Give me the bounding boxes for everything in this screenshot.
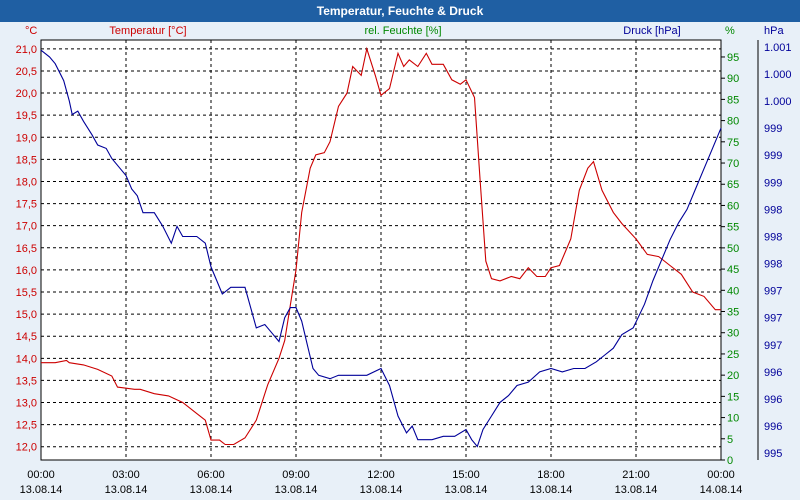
humidity-tick-label: 0 [727, 455, 733, 467]
pressure-tick-label: 1.000 [764, 96, 792, 108]
temperature-tick-label: 15,5 [16, 287, 37, 299]
temperature-tick-label: 16,5 [16, 243, 37, 255]
humidity-tick-label: 75 [727, 137, 739, 149]
humidity-tick-label: 95 [727, 52, 739, 64]
x-tick-time: 21:00 [622, 469, 650, 481]
humidity-tick-label: 65 [727, 179, 739, 191]
temperature-tick-label: 14,0 [16, 353, 37, 365]
x-tick-date: 13.08.14 [530, 484, 573, 496]
x-tick-date: 13.08.14 [445, 484, 488, 496]
x-tick-time: 12:00 [367, 469, 395, 481]
temperature-tick-label: 17,5 [16, 199, 37, 211]
pressure-tick-label: 999 [764, 150, 782, 162]
x-tick-time: 03:00 [112, 469, 140, 481]
x-tick-date: 14.08.14 [700, 484, 743, 496]
x-tick-time: 00:00 [707, 469, 735, 481]
pressure-tick-label: 995 [764, 448, 782, 460]
temperature-unit-label: °C [25, 25, 37, 37]
humidity-tick-label: 25 [727, 349, 739, 361]
humidity-tick-label: 5 [727, 434, 733, 446]
window-title: Temperatur, Feuchte & Druck [0, 0, 800, 22]
humidity-tick-label: 60 [727, 200, 739, 212]
temperature-tick-label: 18,0 [16, 176, 37, 188]
humidity-tick-label: 15 [727, 391, 739, 403]
pressure-tick-label: 998 [764, 259, 782, 271]
series-line-pressure [40, 49, 722, 448]
humidity-tick-label: 20 [727, 370, 739, 382]
pressure-tick-label: 997 [764, 340, 782, 352]
x-tick-date: 13.08.14 [360, 484, 403, 496]
pressure-tick-label: 999 [764, 123, 782, 135]
temperature-tick-label: 17,0 [16, 221, 37, 233]
x-tick-date: 13.08.14 [615, 484, 658, 496]
x-tick-time: 00:00 [27, 469, 55, 481]
temperature-tick-label: 21,0 [16, 44, 37, 56]
humidity-tick-label: 40 [727, 285, 739, 297]
temperature-tick-label: 16,0 [16, 265, 37, 277]
temperature-tick-label: 12,0 [16, 442, 37, 454]
x-tick-date: 13.08.14 [20, 484, 63, 496]
humidity-tick-label: 70 [727, 158, 739, 170]
temperature-tick-label: 20,5 [16, 66, 37, 78]
temperature-tick-label: 19,0 [16, 132, 37, 144]
pressure-tick-label: 998 [764, 204, 782, 216]
humidity-tick-label: 55 [727, 222, 739, 234]
humidity-tick-label: 50 [727, 243, 739, 255]
humidity-axis-title: rel. Feuchte [%] [364, 25, 441, 37]
x-tick-time: 06:00 [197, 469, 225, 481]
pressure-tick-label: 998 [764, 231, 782, 243]
pressure-tick-label: 997 [764, 313, 782, 325]
humidity-tick-label: 90 [727, 73, 739, 85]
pressure-tick-label: 996 [764, 367, 782, 379]
pressure-tick-label: 997 [764, 286, 782, 298]
temperature-tick-label: 19,5 [16, 110, 37, 122]
humidity-tick-label: 10 [727, 413, 739, 425]
pressure-tick-label: 999 [764, 177, 782, 189]
chart-canvas: 00:00 13.08.14 03:00 13.08.14 06:00 13.08.14 0… [16, 25, 792, 496]
temperature-tick-label: 15,0 [16, 309, 37, 321]
humidity-tick-label: 45 [727, 264, 739, 276]
series-line-temperature [41, 46, 721, 446]
humidity-tick-label: 80 [727, 116, 739, 128]
temperature-tick-label: 13,5 [16, 375, 37, 387]
temperature-tick-label: 18,5 [16, 154, 37, 166]
x-tick-time: 18:00 [537, 469, 565, 481]
pressure-tick-label: 996 [764, 394, 782, 406]
humidity-tick-label: 35 [727, 307, 739, 319]
temperature-tick-label: 13,0 [16, 398, 37, 410]
humidity-tick-label: 85 [727, 94, 739, 106]
humidity-unit-label: % [725, 25, 735, 37]
x-tick-time: 15:00 [452, 469, 480, 481]
x-tick-time: 09:00 [282, 469, 310, 481]
temperature-axis-title: Temperatur [°C] [109, 25, 186, 37]
pressure-tick-label: 1.000 [764, 69, 792, 81]
temperature-tick-label: 12,5 [16, 420, 37, 432]
temperature-tick-label: 20,0 [16, 88, 37, 100]
pressure-unit-label: hPa [764, 25, 784, 37]
x-tick-date: 13.08.14 [105, 484, 148, 496]
pressure-axis-title: Druck [hPa] [623, 25, 680, 37]
temperature-tick-label: 14,5 [16, 331, 37, 343]
x-tick-date: 13.08.14 [275, 484, 318, 496]
x-tick-date: 13.08.14 [190, 484, 233, 496]
pressure-tick-label: 996 [764, 421, 782, 433]
pressure-tick-label: 1.001 [764, 42, 792, 54]
humidity-tick-label: 30 [727, 328, 739, 340]
